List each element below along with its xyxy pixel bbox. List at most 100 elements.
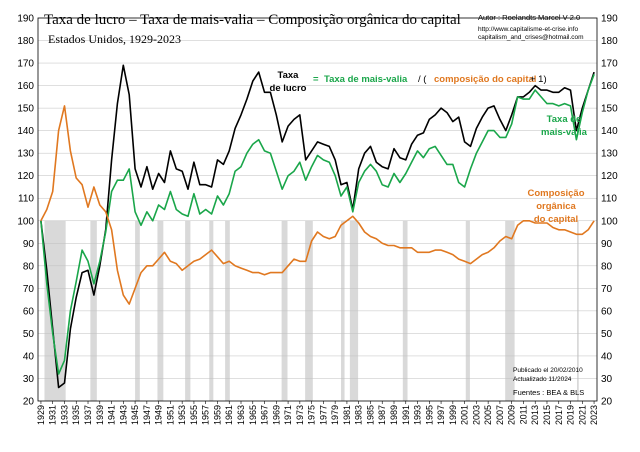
x-tick-1963: 1963 bbox=[236, 405, 246, 425]
series-line-2 bbox=[40, 105, 595, 305]
x-tick-1997: 1997 bbox=[436, 405, 446, 425]
plot-frame bbox=[37, 17, 598, 402]
y-tick-right-80: 80 bbox=[601, 261, 613, 272]
y-tick-right-110: 110 bbox=[601, 194, 617, 205]
series-line-1 bbox=[40, 74, 595, 375]
published-date: Publicado el 20/02/2010 bbox=[513, 367, 583, 374]
x-tick-1975: 1975 bbox=[307, 405, 317, 425]
y-tick-left-100: 100 bbox=[17, 216, 34, 227]
x-tick-1993: 1993 bbox=[413, 405, 423, 425]
label-mais-valia-line1: Taxa de bbox=[547, 114, 582, 125]
y-tick-right-90: 90 bbox=[601, 239, 613, 250]
x-tick-1939: 1939 bbox=[95, 405, 105, 425]
x-tick-1991: 1991 bbox=[401, 405, 411, 425]
y-tick-left-80: 80 bbox=[23, 261, 35, 272]
x-tick-2005: 2005 bbox=[483, 405, 493, 425]
x-tick-1957: 1957 bbox=[201, 405, 211, 425]
email: capitalism_and_crises@hotmail.com bbox=[478, 34, 584, 41]
x-tick-1979: 1979 bbox=[330, 405, 340, 425]
x-tick-1937: 1937 bbox=[83, 405, 93, 425]
updated-date: Actualizado 11/2024 bbox=[513, 376, 572, 383]
label-composicao-line2: orgânica bbox=[536, 201, 576, 212]
y-tick-right-70: 70 bbox=[601, 284, 613, 295]
y-tick-left-140: 140 bbox=[17, 126, 34, 137]
formula-lhs-line2: de lucro bbox=[270, 83, 307, 94]
y-tick-right-60: 60 bbox=[601, 306, 613, 317]
y-tick-right-120: 120 bbox=[601, 171, 618, 182]
x-tick-1947: 1947 bbox=[142, 405, 152, 425]
y-tick-right-130: 130 bbox=[601, 149, 618, 160]
x-tick-1967: 1967 bbox=[260, 405, 270, 425]
chart-title: Taxa de lucro – Taxa de mais-valia – Com… bbox=[44, 12, 461, 28]
y-tick-left-40: 40 bbox=[23, 351, 35, 362]
series-lines bbox=[40, 64, 595, 389]
x-tick-1995: 1995 bbox=[424, 405, 434, 425]
chart-subtitle: Estados Unidos, 1929-2023 bbox=[48, 32, 181, 46]
y-tick-left-30: 30 bbox=[23, 374, 35, 385]
formula-mais-valia: Taxa de mais-valia bbox=[324, 74, 408, 85]
y-tick-right-30: 30 bbox=[601, 374, 613, 385]
x-tick-1929: 1929 bbox=[36, 405, 46, 425]
series-line-0 bbox=[40, 64, 595, 389]
y-tick-left-120: 120 bbox=[17, 171, 34, 182]
y-tick-left-130: 130 bbox=[17, 149, 34, 160]
x-tick-2001: 2001 bbox=[460, 405, 470, 425]
y-tick-left-60: 60 bbox=[23, 306, 35, 317]
x-tick-2021: 2021 bbox=[577, 405, 587, 425]
formula-lhs-line1: Taxa bbox=[278, 70, 300, 81]
x-tick-1943: 1943 bbox=[118, 405, 128, 425]
x-tick-2003: 2003 bbox=[471, 405, 481, 425]
x-tick-1941: 1941 bbox=[107, 405, 117, 425]
x-tick-2017: 2017 bbox=[554, 405, 564, 425]
x-tick-1951: 1951 bbox=[165, 405, 175, 425]
x-tick-1973: 1973 bbox=[295, 405, 305, 425]
x-tick-1945: 1945 bbox=[130, 405, 140, 425]
gridlines bbox=[38, 40, 597, 379]
y-tick-left-50: 50 bbox=[23, 329, 35, 340]
x-tick-1933: 1933 bbox=[59, 405, 69, 425]
y-tick-left-160: 160 bbox=[17, 81, 34, 92]
x-tick-2007: 2007 bbox=[495, 405, 505, 425]
y-tick-right-50: 50 bbox=[601, 329, 613, 340]
y-tick-left-90: 90 bbox=[23, 239, 35, 250]
y-tick-right-150: 150 bbox=[601, 104, 618, 115]
x-tick-1981: 1981 bbox=[342, 405, 352, 425]
label-mais-valia-line2: mais-valia bbox=[541, 127, 588, 138]
y-tick-left-150: 150 bbox=[17, 104, 34, 115]
x-tick-1987: 1987 bbox=[377, 405, 387, 425]
x-tick-1959: 1959 bbox=[212, 405, 222, 425]
y-tick-right-160: 160 bbox=[601, 81, 618, 92]
x-tick-1949: 1949 bbox=[154, 405, 164, 425]
y-tick-right-40: 40 bbox=[601, 351, 613, 362]
y-tick-left-170: 170 bbox=[17, 59, 34, 70]
y-tick-right-100: 100 bbox=[601, 216, 618, 227]
x-tick-1931: 1931 bbox=[48, 405, 58, 425]
x-tick-2011: 2011 bbox=[518, 405, 528, 424]
formula-slash: / ( bbox=[418, 74, 427, 85]
x-tick-1999: 1999 bbox=[448, 405, 458, 425]
label-composicao-line3: do capital bbox=[534, 214, 578, 225]
y-axis-right: 20 30 40 50 60 70 80 90 100 110 120 130 140 150 160 170… bbox=[601, 14, 618, 408]
x-tick-1969: 1969 bbox=[271, 405, 281, 425]
x-tick-1965: 1965 bbox=[248, 405, 258, 425]
y-tick-right-140: 140 bbox=[601, 126, 618, 137]
label-composicao-line1: Composição bbox=[527, 188, 584, 199]
y-tick-right-20: 20 bbox=[601, 397, 613, 408]
author: Autor : Roelandts Marcel V 2.0 bbox=[478, 13, 580, 22]
formula-composicao: composição do capital bbox=[434, 74, 536, 85]
y-tick-left-180: 180 bbox=[17, 36, 34, 47]
x-tick-2015: 2015 bbox=[542, 405, 552, 425]
formula-equals: = bbox=[313, 74, 319, 85]
x-tick-1977: 1977 bbox=[318, 405, 328, 425]
y-tick-right-170: 170 bbox=[601, 59, 618, 70]
x-tick-1989: 1989 bbox=[389, 405, 399, 425]
x-tick-1935: 1935 bbox=[71, 405, 81, 425]
x-tick-2023: 2023 bbox=[589, 405, 599, 425]
y-tick-left-20: 20 bbox=[23, 397, 35, 408]
x-tick-1955: 1955 bbox=[189, 405, 199, 425]
x-tick-1983: 1983 bbox=[354, 405, 364, 425]
x-tick-2019: 2019 bbox=[566, 405, 576, 425]
y-tick-left-70: 70 bbox=[23, 284, 35, 295]
website: http://www.capitalisme-et-crise.info bbox=[478, 26, 578, 33]
